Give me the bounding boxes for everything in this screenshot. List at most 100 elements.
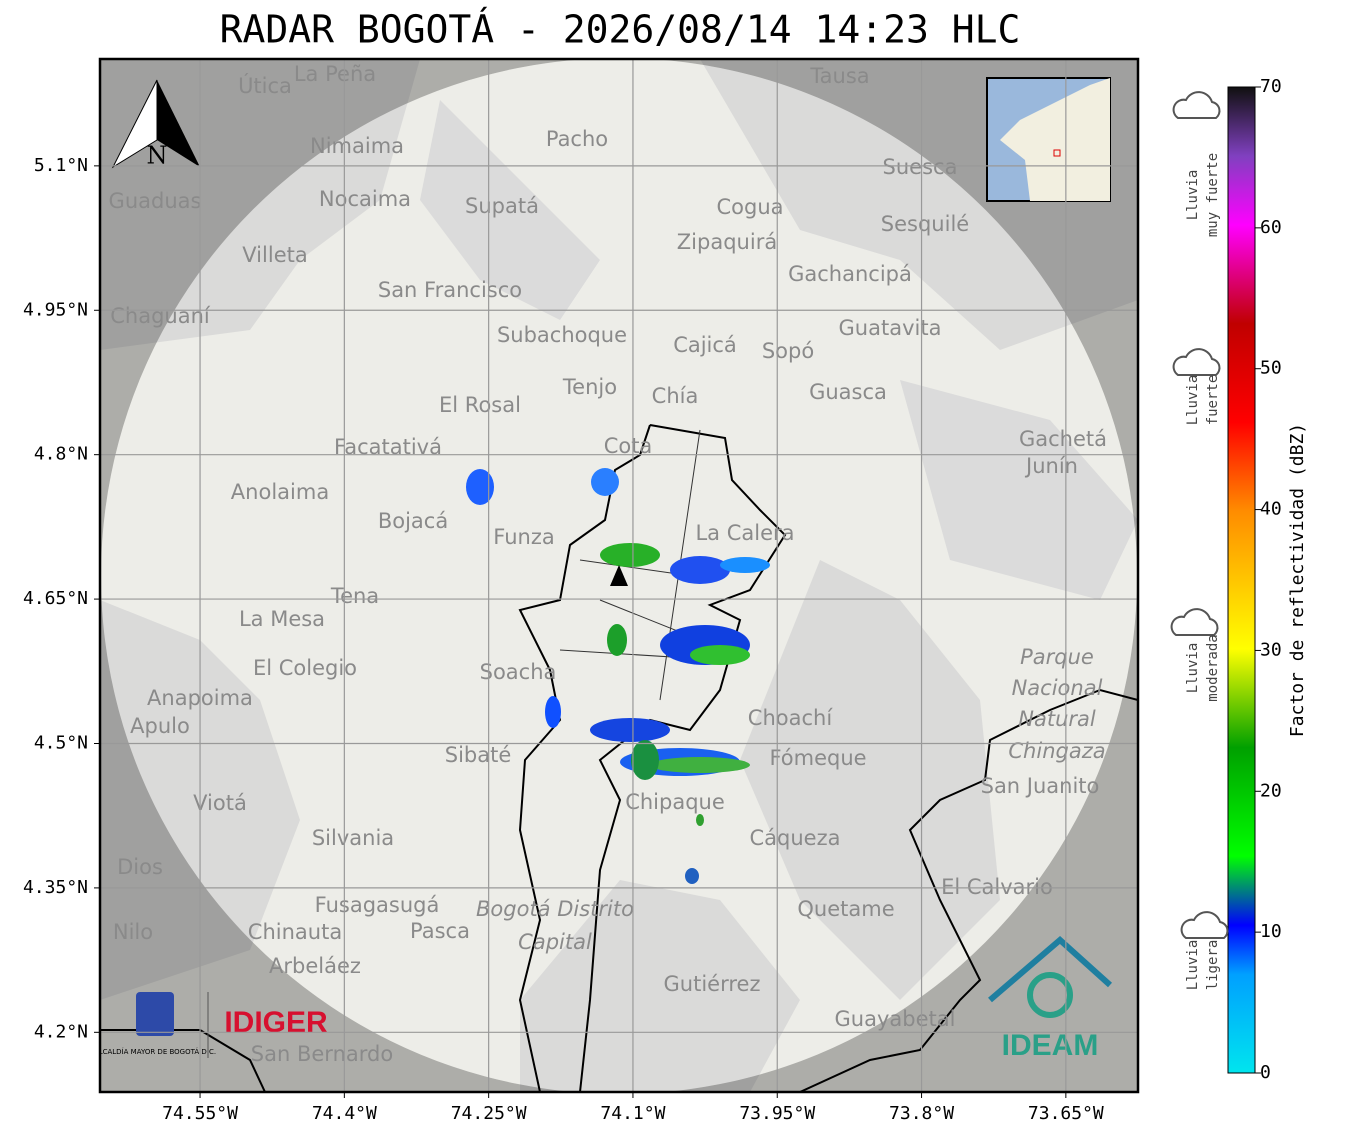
intensity-label: muy fuerte — [1205, 153, 1221, 237]
colorbar-tick-label: 30 — [1260, 639, 1282, 660]
place-name: Fusagasugá — [315, 893, 440, 917]
intensity-label: fuerte — [1205, 375, 1221, 426]
place-name: Soacha — [480, 660, 557, 684]
place-name: Supatá — [465, 194, 539, 218]
y-tick-label: 5.1°N — [34, 155, 88, 176]
place-name: Gutiérrez — [664, 972, 761, 996]
place-name: Nilo — [113, 920, 153, 944]
ideam-logo: IDEAM — [1002, 1029, 1099, 1062]
y-tick-label: 4.35°N — [23, 877, 88, 898]
place-name: El Rosal — [439, 393, 521, 417]
place-name: Chía — [652, 384, 699, 408]
colorbar-tick-label: 10 — [1260, 921, 1282, 942]
place-name: Arbeláez — [269, 954, 361, 978]
place-name: Apulo — [130, 714, 190, 738]
inset-map — [986, 77, 1111, 202]
colorbar-label: Factor de reflectividad (dBZ) — [1287, 423, 1308, 737]
place-name: Junín — [1024, 454, 1078, 478]
place-name: Choachí — [748, 706, 834, 730]
place-name: Útica — [238, 73, 292, 98]
place-name: Guasca — [809, 380, 887, 404]
place-name: San Bernardo — [251, 1042, 393, 1066]
colorbar — [1227, 86, 1256, 1074]
place-name: Cajicá — [673, 333, 737, 357]
x-tick-label: 73.95°W — [739, 1103, 815, 1124]
place-name: Chinauta — [248, 920, 342, 944]
x-tick-label: 74.4°W — [312, 1103, 377, 1124]
place-name: Pasca — [410, 919, 470, 943]
y-tick-label: 4.8°N — [34, 444, 88, 465]
place-name: Subachoque — [497, 323, 627, 347]
x-tick-label: 74.1°W — [600, 1103, 665, 1124]
place-name: Cota — [604, 434, 653, 458]
place-name: Nimaima — [310, 134, 404, 158]
place-name: Gachancipá — [788, 262, 912, 286]
y-tick-label: 4.5°N — [34, 732, 88, 753]
intensity-icons — [1170, 91, 1229, 939]
colorbar-tick-label: 40 — [1260, 499, 1282, 520]
x-tick-label: 74.25°W — [451, 1103, 527, 1124]
place-name: Bojacá — [378, 509, 448, 533]
place-name: Quetame — [797, 897, 894, 921]
place-name: Nacional — [1012, 676, 1103, 700]
alcaldia-logo: ALCALDÍA MAYOR DE BOGOTÁ D.C. — [94, 1047, 216, 1056]
place-name: Sesquilé — [881, 212, 969, 236]
place-name: Gachetá — [1019, 427, 1107, 451]
place-name: Funza — [493, 525, 554, 549]
place-name: Sopó — [762, 339, 814, 363]
place-name: Guatavita — [839, 316, 942, 340]
logos: ALCALDÍA MAYOR DE BOGOTÁ D.C. IDIGER IDE… — [94, 936, 1113, 1062]
colorbar-tick-label: 70 — [1260, 76, 1282, 97]
place-name: Parque — [1020, 645, 1094, 669]
place-name: Suesca — [883, 155, 958, 179]
x-tick-label: 73.8°W — [889, 1103, 954, 1124]
place-name: Tena — [330, 584, 379, 608]
x-tick-label: 74.55°W — [162, 1103, 238, 1124]
place-name: Sibaté — [445, 743, 512, 767]
place-name: Cáqueza — [750, 826, 841, 850]
intensity-label: Lluvia — [1185, 170, 1201, 221]
place-name: Bogotá Distrito — [476, 897, 634, 921]
place-name: Nocaima — [319, 187, 411, 211]
colorbar-tick-label: 50 — [1260, 358, 1282, 379]
place-name: Viotá — [193, 791, 247, 815]
place-name: Tausa — [809, 64, 869, 88]
place-name: Dios — [117, 855, 163, 879]
compass-label: N — [147, 142, 168, 170]
place-name: Chingaza — [1008, 739, 1105, 763]
place-name: Guayabetal — [835, 1007, 956, 1031]
place-name: Fómeque — [769, 746, 866, 770]
colorbar-tick-label: 0 — [1260, 1062, 1271, 1083]
place-name: Chaguaní — [110, 304, 211, 328]
y-tick-label: 4.95°N — [23, 299, 88, 320]
place-name: La Calera — [695, 521, 794, 545]
place-name: Chipaque — [625, 790, 725, 814]
idiger-logo: IDIGER — [224, 1006, 328, 1039]
place-name: La Mesa — [239, 607, 325, 631]
place-name: Guaduas — [109, 189, 202, 213]
place-name: San Juanito — [981, 774, 1100, 798]
place-name: Pacho — [546, 127, 608, 151]
map: N ALCALDÍA MAYOR DE BOGOTÁ D.C. IDIGER I… — [94, 59, 1138, 1092]
colorbar-tick-label: 60 — [1260, 217, 1282, 238]
place-name: Facatativá — [334, 435, 442, 459]
place-name: Zipaquirá — [677, 230, 777, 254]
place-name: Anolaima — [231, 480, 329, 504]
compass: N — [111, 79, 200, 170]
place-name: Cogua — [716, 195, 783, 219]
place-name: San Francisco — [378, 278, 522, 302]
title: RADAR BOGOTÁ - 2026/08/14 14:23 HLC — [220, 8, 1021, 52]
place-name: Natural — [1018, 707, 1096, 731]
intensity-label: moderada — [1205, 634, 1221, 701]
place-name: La Peña — [294, 62, 376, 86]
y-tick-label: 4.65°N — [23, 588, 88, 609]
place-name: Capital — [518, 930, 592, 954]
place-name: Tenjo — [562, 375, 617, 399]
intensity-label: Lluvia — [1185, 940, 1201, 991]
place-name: Villeta — [242, 243, 307, 267]
intensity-label: Lluvia — [1185, 375, 1201, 426]
x-tick-label: 73.65°W — [1028, 1103, 1104, 1124]
map-frame — [98, 57, 1140, 1094]
y-tick-label: 4.2°N — [34, 1021, 88, 1042]
